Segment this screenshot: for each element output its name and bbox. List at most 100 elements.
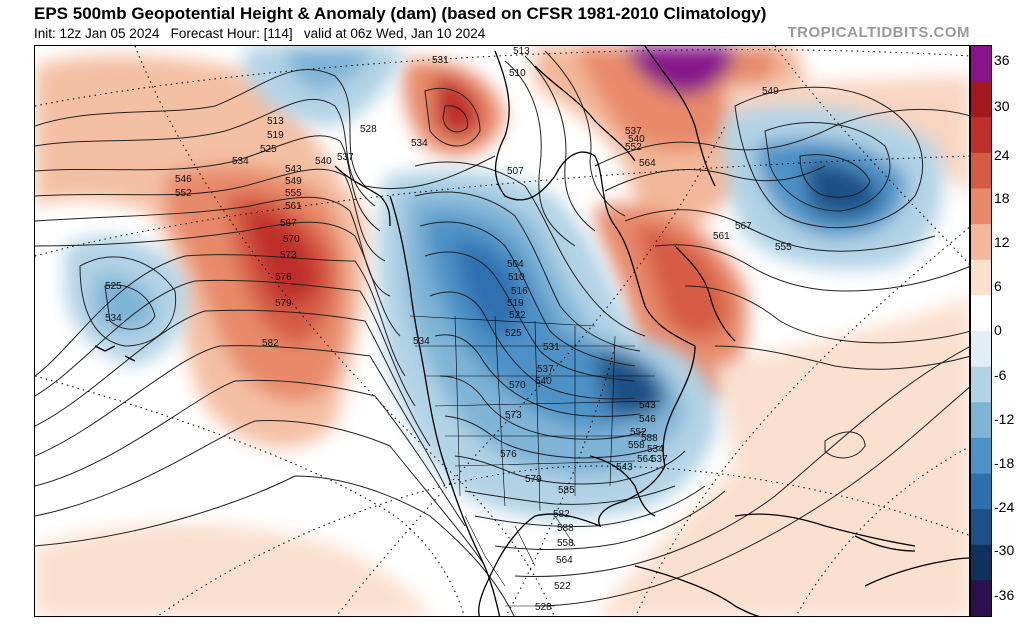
contour-label: 573 <box>505 410 522 421</box>
colorbar-label: 0 <box>994 322 1002 338</box>
contour-label: 555 <box>285 188 302 199</box>
contour-label: 582 <box>262 338 279 349</box>
contour-label: 567 <box>735 221 752 232</box>
contour-label: 531 <box>543 342 560 353</box>
contour-label: 546 <box>639 414 656 425</box>
colorbar-swatch <box>971 188 991 225</box>
contour-label: 525 <box>505 328 522 339</box>
map-canvas: 5135195255345465525435495555615675705735… <box>35 46 969 616</box>
contour-label: 555 <box>775 242 792 253</box>
contour-label: 552 <box>625 142 642 153</box>
colorbar-swatch <box>971 544 991 581</box>
colorbar-swatch <box>971 366 991 403</box>
colorbar-swatch <box>971 473 991 510</box>
contour-label: 534 <box>232 156 249 167</box>
colorbar-swatch <box>971 224 991 261</box>
colorbar-swatch <box>971 152 991 189</box>
anomaly-shading <box>35 46 969 616</box>
colorbar-label: -18 <box>994 455 1015 471</box>
forecast-map[interactable]: 513 519 525 534 546 552 543 549 555 561 567 570 573 5… <box>34 45 970 617</box>
contour-label: 543 <box>616 462 633 473</box>
contour-label: 543 <box>285 164 302 175</box>
contour-label: 531 <box>432 55 449 66</box>
colorbar-label: 12 <box>994 234 1010 250</box>
contour-label: 522 <box>509 310 526 321</box>
colorbar-label: 18 <box>994 190 1010 206</box>
contour-label: 510 <box>509 68 526 79</box>
contour-label: 522 <box>554 581 571 592</box>
contour-label: 543 <box>639 400 656 411</box>
contour-label: 558 <box>557 538 574 549</box>
contour-label: 570 <box>283 234 300 245</box>
contour-label: 519 <box>507 298 524 309</box>
contour-label: 528 <box>360 124 377 135</box>
contour-label: 507 <box>507 166 524 177</box>
contour-label: 519 <box>267 130 284 141</box>
contour-label: 579 <box>525 474 542 485</box>
coastlines <box>94 46 969 616</box>
colorbar-swatch <box>971 295 991 332</box>
contour-label: 504 <box>507 259 524 270</box>
contour-label: 561 <box>713 231 730 242</box>
contour-label: 516 <box>511 286 528 297</box>
colorbar-swatch <box>971 117 991 154</box>
colorbar-swatch <box>971 81 991 118</box>
contour-label: 537 <box>537 364 554 375</box>
colorbar-swatch <box>971 509 991 546</box>
colorbar-label: -24 <box>994 499 1015 515</box>
colorbar-swatch <box>971 46 991 83</box>
contour-label: 525 <box>260 144 277 155</box>
colorbar-label: 36 <box>994 52 1010 68</box>
colorbar-swatch <box>971 580 991 617</box>
contour-label: 534 <box>413 336 430 347</box>
contour-label: 579 <box>275 298 292 309</box>
contour-label: 540 <box>315 156 332 167</box>
contour-label: 534 <box>411 138 428 149</box>
colorbar-label: -12 <box>994 411 1015 427</box>
contour-label: 576 <box>500 449 517 460</box>
contour-label: 528 <box>535 602 552 613</box>
contour-label: 585 <box>558 485 575 496</box>
contour-label: 564 <box>639 158 656 169</box>
state-borders <box>409 315 661 607</box>
contour-labels: 5135195255345465525435495555615675705735… <box>105 46 792 613</box>
colorbar-label: -36 <box>994 587 1015 603</box>
page-title: EPS 500mb Geopotential Height & Anomaly … <box>34 4 767 23</box>
colorbar-label: 24 <box>994 147 1010 163</box>
contour-label: 588 <box>557 523 574 534</box>
contour-label: 576 <box>275 272 292 283</box>
contour-label: 546 <box>175 174 192 185</box>
contour-label: 582 <box>553 509 570 520</box>
contour-label: 567 <box>280 218 297 229</box>
colorbar-swatches <box>971 46 991 617</box>
contour-label: 525 <box>105 281 122 292</box>
contour-label: 552 <box>630 427 647 438</box>
contour-label: 540 <box>628 134 645 145</box>
colorbar-label: 30 <box>994 98 1010 114</box>
contour-label: 570 <box>509 380 526 391</box>
contour-label: 561 <box>285 201 302 212</box>
contour-label: 549 <box>285 176 302 187</box>
forecast-info: Init: 12z Jan 05 2024 Forecast Hour: [11… <box>34 26 486 41</box>
contour-label: 537 <box>625 126 642 137</box>
contour-label: 564 <box>556 555 573 566</box>
contour-label: 588 <box>641 433 658 444</box>
lat-lon-grid <box>35 46 969 616</box>
colorbar <box>970 45 992 617</box>
colorbar-swatch <box>971 402 991 439</box>
contour-label: 537 <box>651 454 668 465</box>
contour-label: 513 <box>267 116 284 127</box>
colorbar-swatch <box>971 259 991 296</box>
contour-label: 510 <box>508 272 525 283</box>
contour-label: 564 <box>637 454 654 465</box>
contour-label: 549 <box>762 86 779 97</box>
contour-label: 534 <box>647 444 664 455</box>
contour-label: 534 <box>105 313 122 324</box>
contour-label: 540 <box>535 376 552 387</box>
colorbar-label: -6 <box>994 367 1007 383</box>
watermark-logo: TROPICALTIDBITS.COM <box>787 24 970 41</box>
colorbar-label: -30 <box>994 542 1015 558</box>
contour-label: 558 <box>628 440 645 451</box>
contour-label: 513 <box>513 46 530 57</box>
contour-label: 573 <box>280 250 297 261</box>
